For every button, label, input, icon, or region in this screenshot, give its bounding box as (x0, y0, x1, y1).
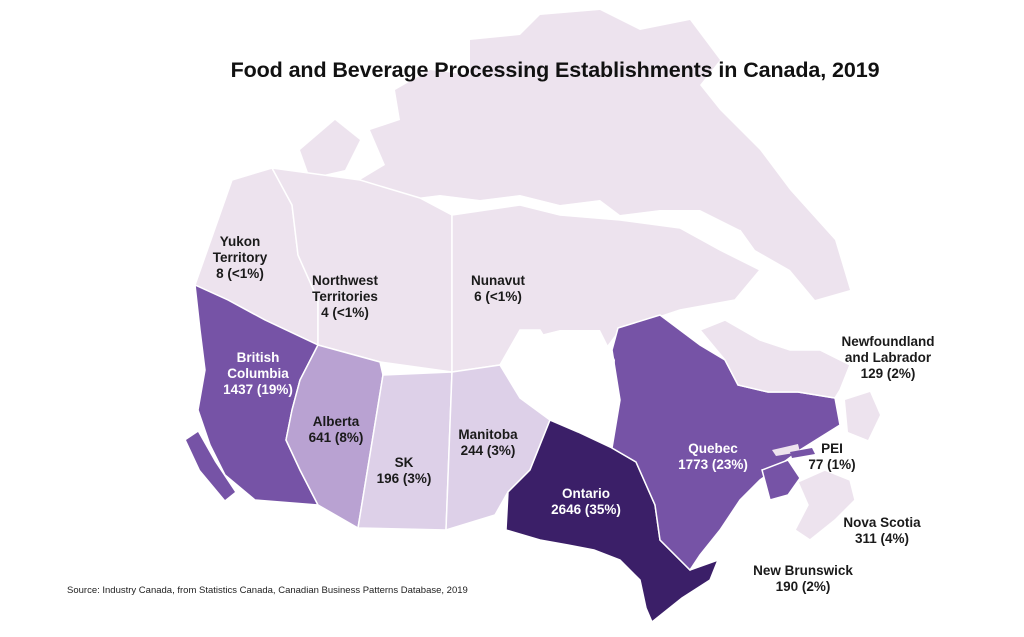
nwt-name-2: Territories (312, 289, 378, 304)
label-manitoba: Manitoba 244 (3%) (458, 427, 517, 459)
sk-name: SK (394, 455, 414, 470)
label-bc: British Columbia 1437 (19%) (223, 350, 293, 398)
label-sk: SK 196 (3%) (377, 455, 432, 487)
nl-value: 129 (2%) (860, 366, 916, 381)
alberta-name: Alberta (312, 414, 360, 429)
quebec-shape (611, 314, 841, 572)
pei-name: PEI (821, 441, 843, 456)
arctic-island-west (300, 120, 360, 178)
nunavut-value: 6 (<1%) (474, 289, 522, 304)
arctic-islands (360, 10, 800, 230)
baffin-island (710, 165, 850, 300)
nl-name-2: and Labrador (844, 350, 932, 365)
label-ns: Nova Scotia 311 (4%) (843, 515, 920, 547)
nb-name: New Brunswick (753, 563, 853, 578)
ns-value: 311 (4%) (854, 531, 910, 546)
label-nunavut: Nunavut 6 (<1%) (471, 273, 525, 305)
alberta-shape (285, 344, 384, 530)
yukon-value: 8 (<1%) (216, 266, 264, 281)
vancouver-island (186, 432, 235, 500)
pei-value: 77 (1%) (808, 457, 856, 472)
nl-name-1: Newfoundland (841, 334, 935, 349)
label-quebec: Quebec 1773 (23%) (678, 441, 748, 473)
label-pei: PEI 77 (1%) (808, 441, 855, 473)
bc-name-1: British (236, 350, 280, 365)
ns-name: Nova Scotia (843, 515, 921, 530)
ns-shape (794, 469, 856, 541)
alberta-value: 641 (8%) (308, 430, 364, 445)
bc-name-2: Columbia (227, 366, 289, 381)
label-yukon: Yukon Territory 8 (<1%) (213, 234, 268, 282)
quebec-value: 1773 (23%) (678, 457, 748, 472)
nb-value: 190 (2%) (775, 579, 831, 594)
map-title: Food and Beverage Processing Establishme… (230, 58, 880, 82)
ontario-name: Ontario (561, 486, 611, 501)
nb-shape (761, 459, 801, 501)
nunavut-name: Nunavut (471, 273, 525, 288)
nunavut-shape (451, 204, 762, 373)
manitoba-name: Manitoba (458, 427, 518, 442)
sk-value: 196 (3%) (376, 471, 432, 486)
label-nb: New Brunswick 190 (2%) (753, 563, 853, 595)
label-nl: Newfoundland and Labrador 129 (2%) (842, 334, 935, 382)
yukon-name-1: Yukon (219, 234, 261, 249)
pei-shape (790, 448, 815, 458)
bc-value: 1437 (19%) (223, 382, 293, 397)
newfoundland-island (845, 392, 880, 440)
label-alberta: Alberta 641 (8%) (309, 414, 364, 446)
quebec-name: Quebec (688, 441, 738, 456)
hudson-bay (518, 330, 615, 432)
yukon-name-2: Territory (212, 250, 268, 265)
ontario-value: 2646 (35%) (551, 502, 621, 517)
labrador-shape (698, 319, 851, 399)
label-ontario: Ontario 2646 (35%) (551, 486, 621, 518)
nwt-value: 4 (<1%) (321, 305, 369, 320)
label-nwt: Northwest Territories 4 (<1%) (312, 273, 378, 321)
source-note: Source: Industry Canada, from Statistics… (67, 585, 468, 596)
nwt-name-1: Northwest (311, 273, 379, 288)
manitoba-value: 244 (3%) (460, 443, 516, 458)
